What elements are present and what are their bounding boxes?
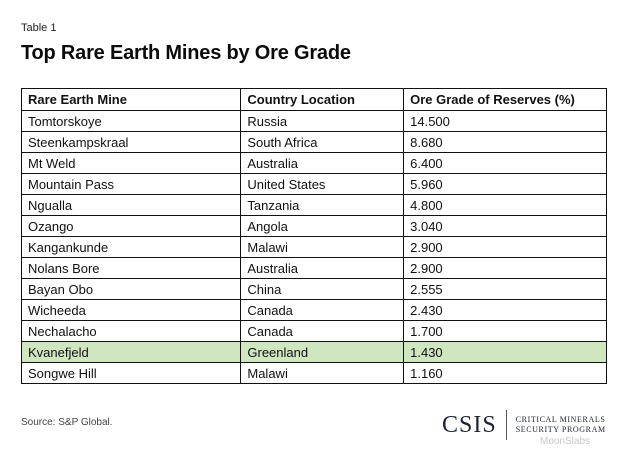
table-row: Mountain Pass United States 5.960 [20, 173, 607, 195]
table-row: Songwe Hill Malawi 1.160 [20, 362, 607, 384]
cell-ore-grade: 1.160 [403, 362, 607, 384]
table-row: Tomtorskoye Russia 14.500 [20, 110, 607, 132]
cell-ore-grade: 1.430 [403, 341, 607, 363]
cell-mine: Songwe Hill [20, 362, 242, 384]
cell-ore-grade: 2.555 [403, 278, 607, 300]
cell-ore-grade: 4.800 [403, 194, 607, 216]
cell-mine: Mountain Pass [20, 173, 242, 195]
table-row: Mt Weld Australia 6.400 [20, 152, 607, 174]
cell-country: South Africa [240, 131, 405, 153]
logo-line-2: SECURITY PROGRAM [515, 425, 606, 434]
cell-country: Australia [240, 152, 405, 174]
cell-ore-grade: 2.900 [403, 257, 607, 279]
table-row: Ozango Angola 3.040 [20, 215, 607, 237]
cell-mine: Ozango [20, 215, 242, 237]
table-row: Nolans Bore Australia 2.900 [20, 257, 607, 279]
cell-country: Russia [240, 110, 405, 132]
logo-program-name: CRITICAL MINERALS SECURITY PROGRAM [516, 415, 606, 435]
table-row: Bayan Obo China 2.555 [20, 278, 607, 300]
cell-ore-grade: 5.960 [403, 173, 607, 195]
cell-ore-grade: 3.040 [403, 215, 607, 237]
cell-country: Malawi [240, 236, 405, 258]
cell-country: Greenland [240, 341, 405, 363]
cell-mine: Steenkampskraal [20, 131, 242, 153]
table-label: Table 1 [21, 22, 57, 34]
cell-ore-grade: 1.700 [403, 320, 607, 342]
cell-mine: Bayan Obo [20, 278, 242, 300]
table-header-row: Rare Earth Mine Country Location Ore Gra… [20, 88, 607, 111]
cell-ore-grade: 2.900 [403, 236, 607, 258]
page-title: Top Rare Earth Mines by Ore Grade [21, 42, 351, 64]
cell-ore-grade: 8.680 [403, 131, 607, 153]
cell-country: Australia [240, 257, 405, 279]
cell-country: Angola [240, 215, 405, 237]
cell-ore-grade: 6.400 [403, 152, 607, 174]
source-note: Source: S&P Global. [21, 417, 113, 428]
cell-ore-grade: 14.500 [403, 110, 607, 132]
header-ore-grade: Ore Grade of Reserves (%) [403, 88, 607, 111]
logo-divider [505, 410, 507, 440]
cell-mine: Tomtorskoye [20, 110, 242, 132]
table-row: Nechalacho Canada 1.700 [20, 320, 607, 342]
logo-wordmark: CSIS [442, 411, 497, 438]
ore-grade-table: Rare Earth Mine Country Location Ore Gra… [20, 88, 607, 384]
cell-ore-grade: 2.430 [403, 299, 607, 321]
cell-country: United States [240, 173, 405, 195]
table-row: Ngualla Tanzania 4.800 [20, 194, 607, 216]
cell-country: Canada [240, 299, 405, 321]
cell-country: Canada [240, 320, 405, 342]
cell-mine: Kvanefjeld [20, 341, 242, 363]
cell-mine: Mt Weld [20, 152, 242, 174]
logo-line-1: CRITICAL MINERALS [515, 415, 606, 424]
cell-country: China [240, 278, 405, 300]
cell-mine: Wicheeda [20, 299, 242, 321]
table-row: Kangankunde Malawi 2.900 [20, 236, 607, 258]
cell-mine: Nechalacho [20, 320, 242, 342]
table-row: Steenkampskraal South Africa 8.680 [20, 131, 607, 153]
cell-country: Tanzania [240, 194, 405, 216]
watermark: MoonSlabs [540, 436, 591, 447]
cell-mine: Kangankunde [20, 236, 242, 258]
cell-country: Malawi [240, 362, 405, 384]
cell-mine: Nolans Bore [20, 257, 242, 279]
table-row: Wicheeda Canada 2.430 [20, 299, 607, 321]
header-country: Country Location [240, 88, 405, 111]
csis-logo: CSIS CRITICAL MINERALS SECURITY PROGRAM [442, 410, 606, 440]
table-row: Kvanefjeld Greenland 1.430 [20, 341, 607, 363]
header-mine: Rare Earth Mine [20, 88, 242, 111]
cell-mine: Ngualla [20, 194, 242, 216]
